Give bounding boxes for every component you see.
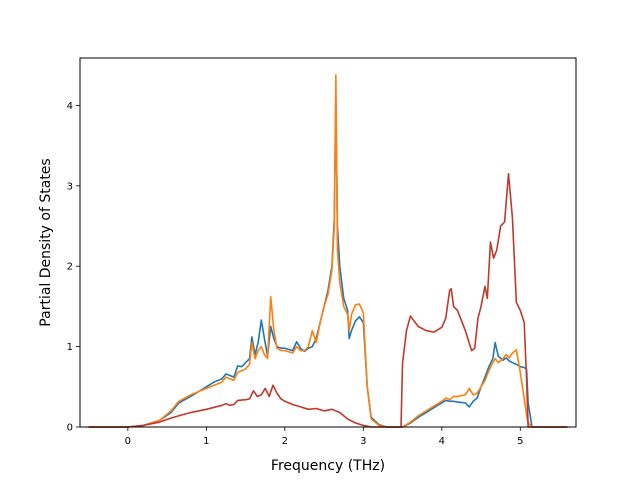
- series-line-2: [88, 74, 568, 428]
- y-tick-label: 1: [67, 342, 73, 353]
- x-tick-label: 4: [439, 436, 445, 447]
- x-tick-label: 0: [125, 436, 131, 447]
- x-axis-label: Frequency (THz): [271, 458, 385, 474]
- series-layer: [88, 74, 568, 428]
- y-axis-ticks: 0 1 2 3 4: [67, 101, 80, 434]
- x-tick-label: 3: [360, 436, 366, 447]
- x-tick-label: 2: [282, 436, 288, 447]
- series-line-1: [88, 100, 568, 428]
- x-tick-label: 5: [517, 436, 523, 447]
- y-tick-label: 2: [67, 262, 73, 273]
- y-tick-label: 0: [67, 423, 73, 434]
- x-axis-ticks: 0 1 2 3 4 5: [125, 427, 523, 447]
- plot-area-frame: [79, 57, 577, 428]
- y-tick-label: 3: [67, 181, 73, 192]
- y-tick-label: 4: [67, 101, 73, 112]
- x-tick-label: 1: [203, 436, 209, 447]
- y-axis-label: Partial Density of States: [38, 158, 54, 326]
- series-line-3: [88, 172, 568, 428]
